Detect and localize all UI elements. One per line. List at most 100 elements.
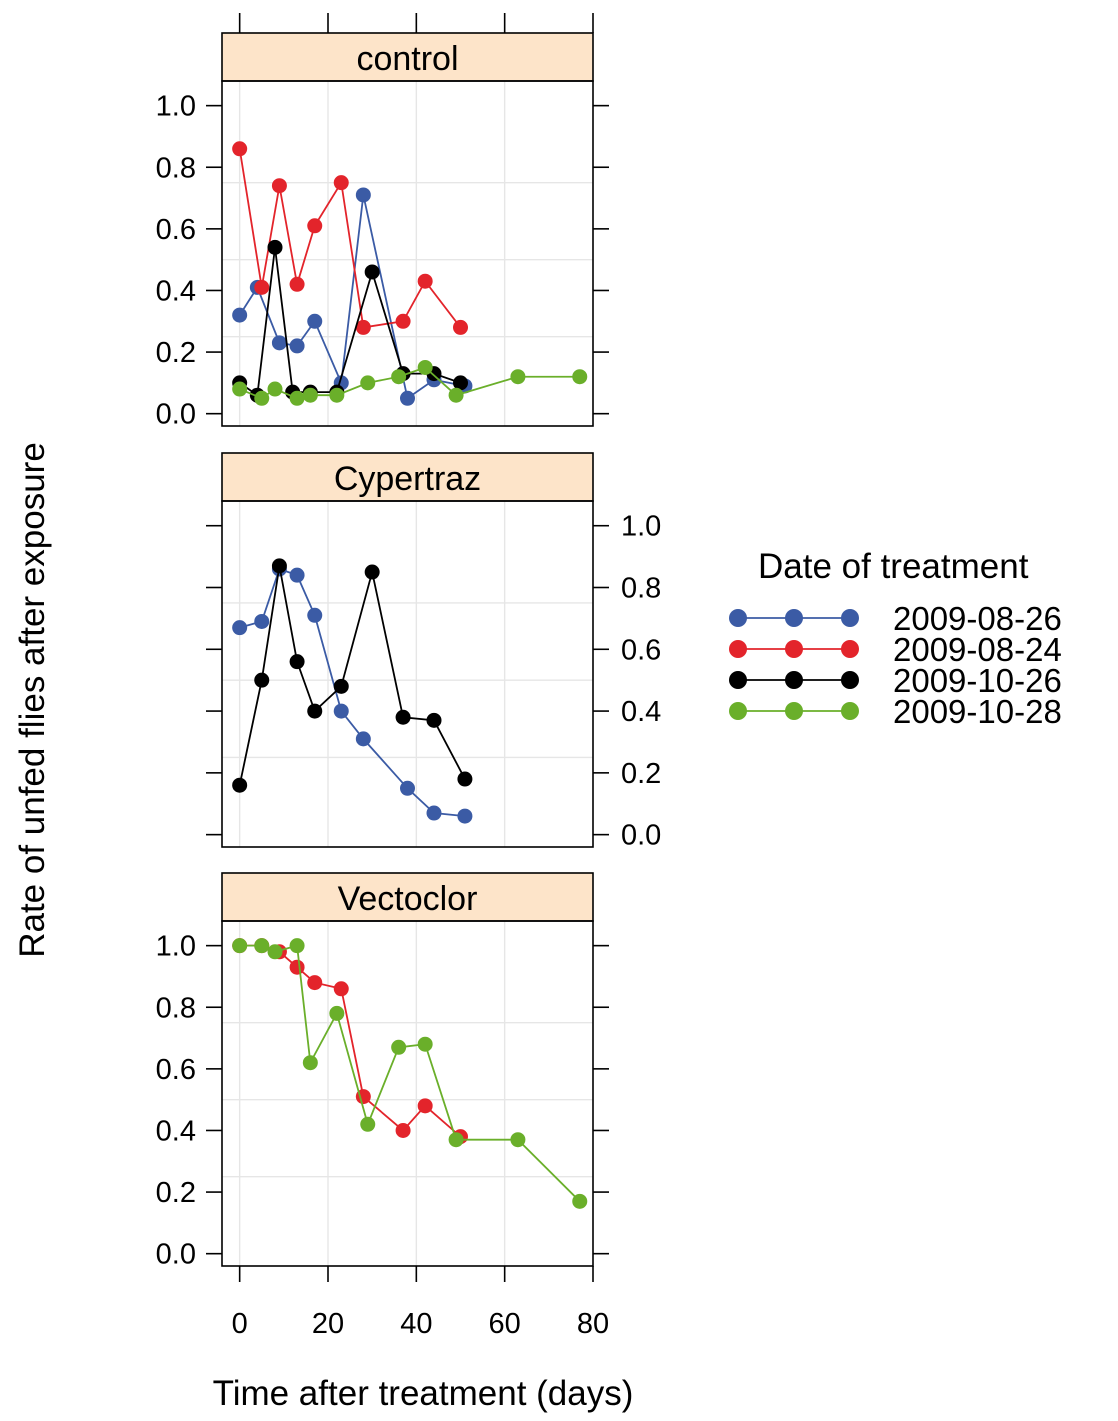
data-point (355, 187, 371, 203)
data-point (271, 335, 287, 351)
data-point (267, 944, 283, 960)
data-point (289, 567, 305, 583)
data-point (254, 390, 270, 406)
y-tick-label: 0.0 (156, 399, 196, 431)
panel-cypertraz: Cypertraz 0.0 0.2 0.4 0.6 0.8 1.0 (206, 452, 661, 852)
data-point (307, 975, 323, 991)
legend-marker (729, 640, 747, 658)
legend-marker (785, 609, 803, 627)
legend-title: Date of treatment (758, 547, 1029, 586)
y-tick-label: 1.0 (156, 931, 196, 963)
data-point (448, 1132, 464, 1148)
data-point (391, 1039, 407, 1055)
legend-marker (729, 702, 747, 720)
data-point (391, 369, 407, 385)
y-tick-label: 0.6 (156, 214, 196, 246)
legend-entry: 2009-08-26 (729, 600, 1062, 637)
data-point (329, 1005, 345, 1021)
legend-marker (841, 702, 859, 720)
series-2009-10-28 (232, 359, 588, 406)
data-point (395, 1122, 411, 1138)
y-tick-label: 0.4 (156, 275, 196, 307)
data-point (302, 1055, 318, 1071)
data-point (417, 1036, 433, 1052)
data-point (232, 777, 248, 793)
y-tick-label: 0.4 (621, 696, 661, 728)
data-point (254, 613, 270, 629)
data-point (355, 731, 371, 747)
legend-marker (841, 671, 859, 689)
y-tick-label: 0.6 (621, 634, 661, 666)
data-point (307, 218, 323, 234)
data-point (355, 319, 371, 335)
x-tick-label: 0 (232, 1308, 248, 1340)
panel-strip-label: Vectoclor (338, 880, 478, 918)
legend-marker (841, 609, 859, 627)
x-tick-label: 80 (577, 1308, 609, 1340)
data-point (395, 709, 411, 725)
x-axis-title: Time after treatment (days) (213, 1374, 634, 1413)
y-tick-label: 0.2 (621, 758, 661, 790)
data-point (254, 672, 270, 688)
legend-marker (729, 671, 747, 689)
x-tick-label: 20 (312, 1308, 344, 1340)
data-point (457, 771, 473, 787)
data-point (364, 264, 380, 280)
legend-entry: 2009-10-26 (729, 662, 1062, 699)
legend-label: 2009-10-26 (893, 662, 1062, 699)
series-2009-08-26 (232, 561, 473, 824)
data-point (254, 279, 270, 295)
series-2009-10-28 (232, 938, 588, 1209)
y-tick-label: 1.0 (156, 91, 196, 123)
series-line (238, 194, 466, 400)
data-point (448, 387, 464, 403)
data-point (289, 654, 305, 670)
series-line (238, 565, 466, 786)
legend-marker (785, 702, 803, 720)
data-point (417, 359, 433, 375)
data-point (289, 276, 305, 292)
panel-frame (221, 920, 594, 1267)
y-tick-label: 0.0 (621, 820, 661, 852)
legend-marker (785, 640, 803, 658)
data-point (510, 369, 526, 385)
data-point (333, 678, 349, 694)
data-point (572, 1193, 588, 1209)
series-2009-10-26 (232, 239, 468, 403)
y-tick-label: 1.0 (621, 511, 661, 543)
panel-control: control 0.0 0.2 0.4 0.6 0.8 1.0 (156, 32, 609, 431)
data-point (307, 313, 323, 329)
data-point (333, 703, 349, 719)
data-point (400, 390, 415, 406)
panel-frame (221, 500, 594, 848)
x-axis: 0 20 40 60 80 (232, 13, 609, 1340)
data-point (232, 620, 248, 636)
data-point (572, 369, 588, 385)
chart-panels: control 0.0 0.2 0.4 0.6 0.8 1.0 Cypertraz 0.0 0.2… (156, 32, 661, 1271)
series-2009-08-24 (232, 938, 468, 1145)
data-point (271, 558, 287, 574)
panel-strip (221, 452, 594, 502)
data-point (289, 938, 305, 954)
series-line (239, 247, 461, 397)
panel-strip-label: control (356, 40, 458, 78)
x-tick-label: 60 (489, 1308, 521, 1340)
data-point (510, 1132, 526, 1148)
data-point (417, 273, 433, 289)
data-point (289, 390, 305, 406)
x-tick-label: 40 (400, 1308, 432, 1340)
y-tick-label: 0.8 (156, 992, 196, 1024)
legend-entry: 2009-08-24 (729, 631, 1062, 668)
data-point (453, 375, 468, 391)
data-point (267, 239, 283, 255)
data-point (254, 938, 270, 954)
y-tick-label: 0.8 (156, 152, 196, 184)
data-point (232, 381, 248, 397)
legend-marker (729, 609, 747, 627)
data-point (417, 1098, 433, 1114)
data-point (360, 1116, 376, 1132)
data-point (457, 808, 473, 824)
data-point (333, 981, 349, 997)
data-point (329, 387, 345, 403)
